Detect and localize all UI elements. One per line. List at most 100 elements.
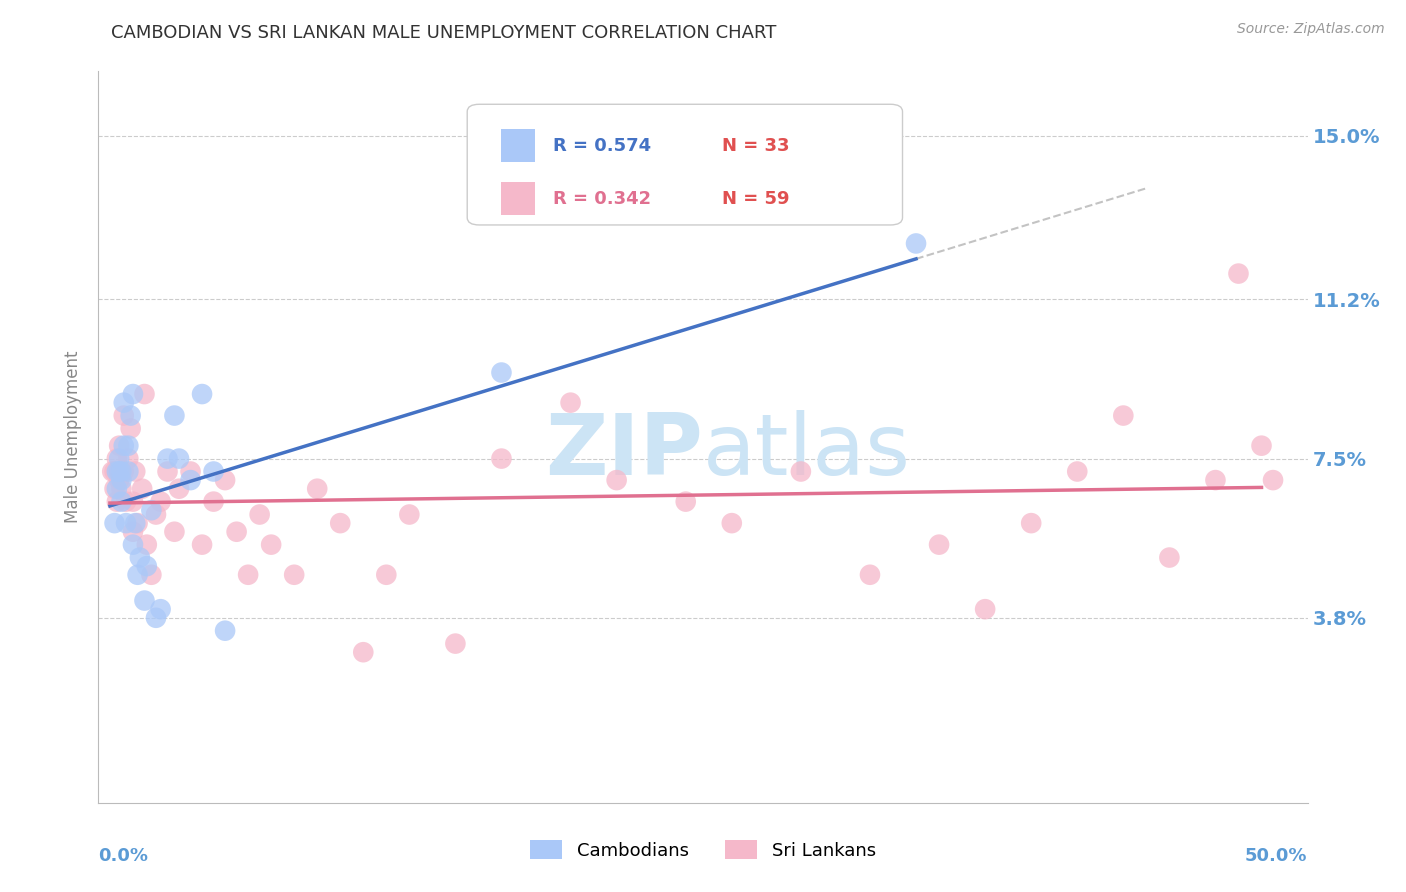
Point [128,550,150,565]
Text: 0.0%: 0.0% [98,847,149,864]
Point [606,473,628,487]
Text: 50.0%: 50.0% [1246,847,1308,864]
Point [156,465,179,479]
Point [156,451,179,466]
FancyBboxPatch shape [501,129,534,162]
Point [191,538,214,552]
Point [120,421,142,435]
Point [122,387,145,401]
Point [105,494,128,508]
Point [105,465,128,479]
Point [145,611,167,625]
Point [1112,409,1135,423]
Text: atlas: atlas [703,410,911,493]
Point [110,465,132,479]
Point [163,409,186,423]
Point [790,465,813,479]
Y-axis label: Male Unemployment: Male Unemployment [65,351,83,524]
Point [214,624,236,638]
Point [122,524,145,539]
Point [127,567,149,582]
Point [108,465,131,479]
Point [141,567,163,582]
Point [112,465,135,479]
Point [105,451,128,466]
Point [135,559,157,574]
Point [110,482,132,496]
Point [329,516,352,530]
Point [115,516,138,530]
Point [180,465,202,479]
Point [122,494,145,508]
Point [115,494,138,508]
Point [1227,267,1250,281]
Point [180,473,202,487]
Point [149,494,172,508]
Point [163,524,186,539]
Point [283,567,305,582]
Point [398,508,420,522]
Point [249,508,271,522]
Point [1204,473,1226,487]
FancyBboxPatch shape [467,104,903,225]
Point [124,465,146,479]
Point [112,395,135,409]
Point [145,508,167,522]
Point [491,366,513,380]
Point [260,538,283,552]
Point [108,439,131,453]
Point [1261,473,1284,487]
Text: CAMBODIAN VS SRI LANKAN MALE UNEMPLOYMENT CORRELATION CHART: CAMBODIAN VS SRI LANKAN MALE UNEMPLOYMEN… [111,24,776,42]
Point [108,451,131,466]
Point [202,465,225,479]
Point [202,494,225,508]
Point [149,602,172,616]
Point [134,593,156,607]
Point [117,439,139,453]
Point [225,524,247,539]
Point [110,473,132,487]
Point [974,602,997,616]
Point [110,494,132,508]
Point [103,465,125,479]
Point [117,451,139,466]
Point [124,516,146,530]
Text: Source: ZipAtlas.com: Source: ZipAtlas.com [1237,22,1385,37]
Text: ZIP: ZIP [546,410,703,493]
Point [859,567,882,582]
Point [375,567,398,582]
Point [110,465,132,479]
Point [127,516,149,530]
Legend: Cambodians, Sri Lankans: Cambodians, Sri Lankans [523,833,883,867]
Point [122,538,145,552]
Point [1066,465,1088,479]
Point [720,516,742,530]
Point [141,503,163,517]
Point [112,409,135,423]
Text: N = 59: N = 59 [723,190,790,208]
Point [105,482,128,496]
Point [307,482,329,496]
Point [112,439,135,453]
Point [131,482,153,496]
Point [236,567,259,582]
Point [444,637,467,651]
Point [1019,516,1042,530]
Text: R = 0.342: R = 0.342 [553,190,651,208]
Text: N = 33: N = 33 [723,136,790,154]
Point [134,387,156,401]
Text: R = 0.574: R = 0.574 [553,136,651,154]
Point [1159,550,1181,565]
Point [108,473,131,487]
FancyBboxPatch shape [501,182,534,215]
Point [135,538,157,552]
Point [101,465,124,479]
Point [928,538,950,552]
Point [214,473,236,487]
Point [103,516,125,530]
Point [167,451,190,466]
Point [352,645,374,659]
Point [120,409,142,423]
Point [560,395,582,409]
Point [117,465,139,479]
